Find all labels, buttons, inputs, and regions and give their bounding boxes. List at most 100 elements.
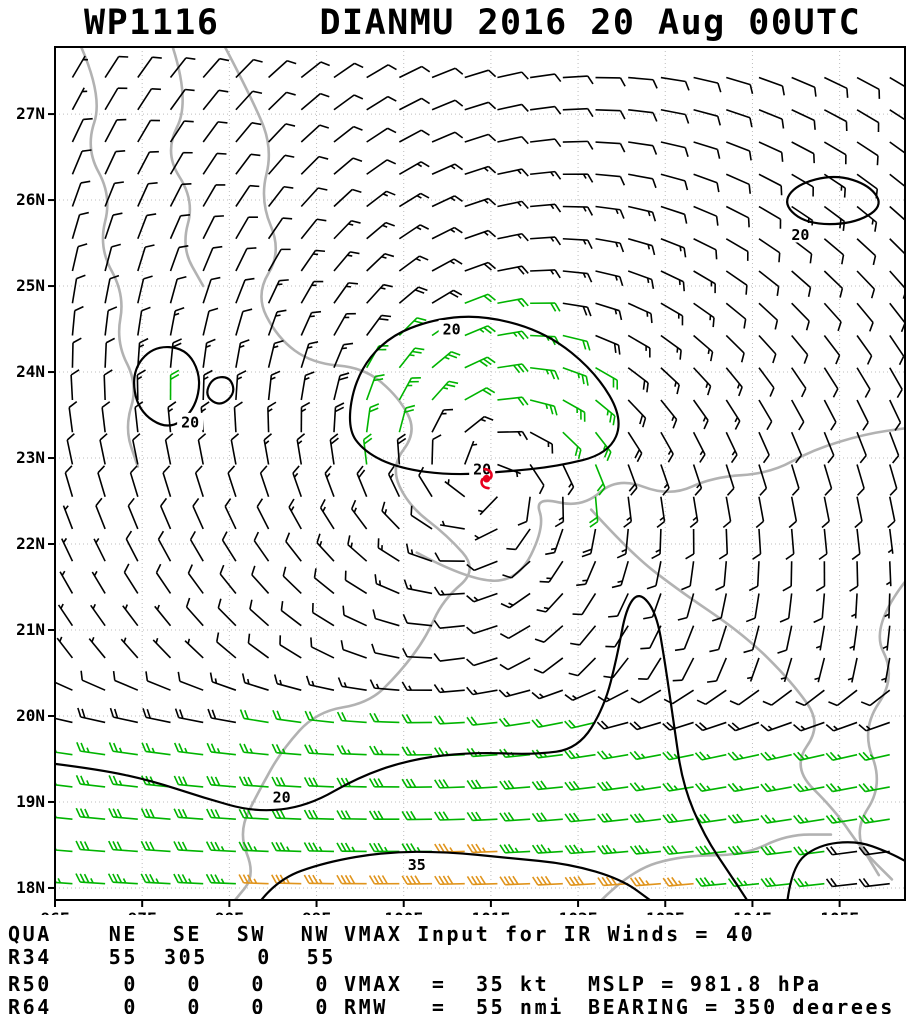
wind-barb [531, 689, 564, 700]
wind-barb [366, 64, 397, 79]
wind-barb [594, 464, 606, 496]
wind-barb [137, 56, 162, 78]
wind-barb [431, 289, 463, 304]
wind-barb [433, 684, 465, 694]
chart-title: WP1116 DIANMU 2016 20 Aug 00UTC [84, 2, 861, 44]
wind-barb [629, 813, 661, 824]
wind-barb [56, 636, 74, 659]
wind-barb [55, 717, 73, 724]
wind-barb [564, 812, 596, 823]
lat-tick-label: 21N [16, 620, 45, 639]
wind-barb [828, 689, 858, 707]
wind-barb [711, 593, 728, 622]
wind-barb [627, 237, 656, 256]
wind-barb [292, 465, 303, 497]
wind-barb [464, 415, 494, 433]
wind-barb [202, 152, 227, 175]
wind-barb [694, 782, 727, 792]
wind-barb [823, 238, 845, 265]
wind-barb [122, 604, 139, 627]
wind-barb [398, 224, 430, 240]
wind-barb [347, 535, 368, 562]
wind-barb [444, 479, 466, 498]
wind-barb [235, 58, 263, 79]
wind-barb [725, 205, 750, 228]
wind-barb [597, 844, 629, 855]
wind-barb [169, 307, 185, 336]
wind-barb [239, 743, 269, 756]
wind-barb [431, 226, 463, 240]
wind-barb [268, 59, 297, 79]
wind-barb [431, 380, 459, 401]
wind-barb [562, 173, 594, 183]
wind-barb [478, 496, 499, 516]
wind-barb [530, 105, 562, 115]
quadrant-header-nw: NW [300, 922, 330, 946]
wind-barb [858, 814, 890, 824]
lon-tick-label: 102E [559, 909, 598, 915]
wind-barb [205, 873, 236, 885]
wind-barb [498, 689, 531, 698]
wind-barb [71, 211, 89, 239]
vmax-input-text: VMAX Input for IR Winds = 40 [344, 923, 755, 946]
wind-barb [725, 431, 738, 464]
wind-barb [267, 401, 277, 433]
wind-barb [660, 108, 690, 124]
wind-barb [727, 845, 760, 856]
wind-barb [531, 844, 563, 854]
wind-barb [849, 625, 858, 651]
wind-barb [748, 561, 760, 592]
wind-barb [825, 751, 858, 761]
lat-tick-label: 22N [16, 534, 45, 553]
wind-barb [333, 188, 362, 208]
wind-barb [233, 401, 243, 433]
wind-barb [502, 560, 531, 579]
wind-barb [90, 603, 106, 627]
wind-barb [589, 496, 599, 528]
wind-barb [369, 745, 400, 756]
wind-barb [640, 625, 662, 650]
wind-barb [627, 431, 643, 463]
vmax-label: VMAX = [344, 972, 447, 996]
wind-barb [431, 163, 464, 175]
wind-barb [129, 465, 139, 497]
wind-barb [157, 530, 172, 562]
wind-barb [169, 183, 192, 207]
r64-ne: 0 [123, 995, 138, 1014]
wind-barb [595, 237, 625, 253]
wind-barb [823, 141, 847, 165]
isotach-label: 20 [443, 321, 461, 339]
wind-barb [464, 325, 496, 337]
r34-sw: 0 [257, 945, 272, 969]
wind-barb [132, 433, 141, 465]
wind-barb [167, 401, 177, 433]
wind-barb [497, 200, 529, 210]
wind-barb [300, 92, 330, 111]
wind-barb [534, 625, 564, 643]
wind-barb [693, 302, 715, 328]
wind-barb [202, 276, 221, 304]
wind-barb [662, 845, 694, 855]
wind-barb [71, 149, 92, 175]
wind-barb [529, 431, 554, 454]
stats-block: QUA NE SE SW NW VMAX Input for IR Winds … [8, 915, 914, 1014]
wind-barb [77, 707, 106, 724]
isotach-contour [206, 376, 235, 405]
mslp-label: MSLP = [588, 972, 676, 996]
wind-barb [104, 212, 123, 240]
wind-barb [725, 464, 735, 496]
isotach-label: 20 [181, 413, 199, 431]
wind-barb [466, 843, 498, 854]
wind-barb [572, 593, 597, 616]
wind-barb [259, 465, 270, 497]
quadrant-corner-label: QUA [8, 922, 52, 946]
wind-barb [597, 812, 629, 823]
wind-barb [401, 810, 433, 821]
wind-barb [725, 270, 748, 295]
wind-barb [814, 657, 826, 683]
wind-barb [68, 401, 78, 433]
wind-barb [628, 141, 658, 155]
wind-barb [466, 716, 498, 726]
wind-barb [366, 127, 397, 143]
wind-barb [823, 205, 846, 231]
